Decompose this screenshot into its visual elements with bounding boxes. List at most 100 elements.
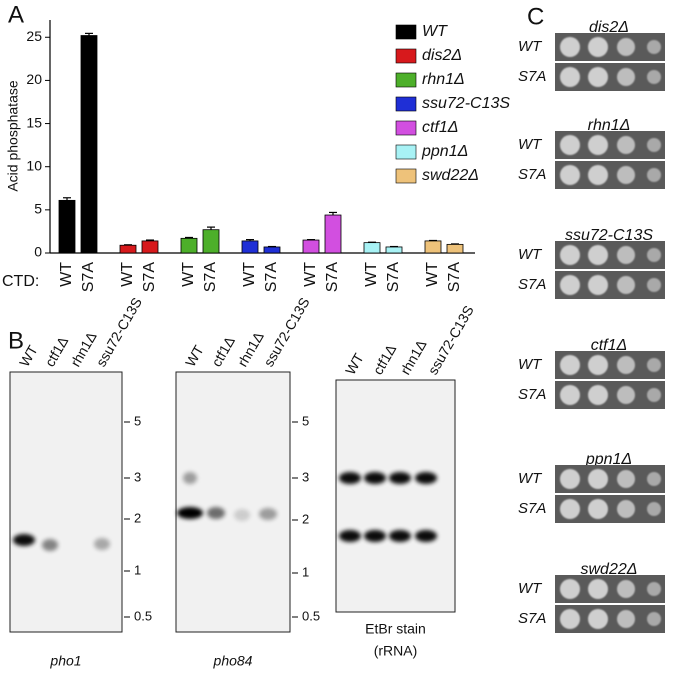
spot bbox=[647, 502, 661, 516]
marker-label: 3 bbox=[302, 469, 309, 484]
band bbox=[259, 508, 277, 520]
marker-label: 0.5 bbox=[134, 608, 152, 623]
y-tick-label: 20 bbox=[26, 71, 42, 87]
bar bbox=[80, 35, 98, 254]
spot bbox=[560, 165, 580, 185]
panel-label: C bbox=[527, 3, 544, 30]
blot bbox=[335, 379, 456, 613]
spot bbox=[647, 168, 661, 182]
row-label: WT bbox=[518, 356, 543, 373]
blot-caption: pho1 bbox=[49, 653, 81, 669]
band bbox=[183, 472, 197, 484]
bar bbox=[424, 240, 442, 254]
spot bbox=[560, 499, 580, 519]
y-tick-label: 15 bbox=[26, 114, 42, 130]
bar bbox=[202, 229, 220, 254]
bar bbox=[119, 244, 137, 254]
panel-label: B bbox=[8, 327, 24, 354]
row-label: WT bbox=[518, 136, 543, 153]
row-label: WT bbox=[518, 470, 543, 487]
x-tick-label: S7A bbox=[324, 262, 341, 293]
bar bbox=[180, 237, 198, 254]
spot bbox=[588, 37, 608, 57]
spot bbox=[617, 246, 635, 264]
x-axis-label: CTD: bbox=[2, 273, 39, 290]
marker-label: 1 bbox=[302, 564, 309, 579]
row-label: S7A bbox=[518, 276, 546, 293]
band bbox=[415, 472, 437, 484]
bar bbox=[363, 242, 381, 254]
spot bbox=[617, 500, 635, 518]
spot bbox=[588, 385, 608, 405]
spot bbox=[588, 355, 608, 375]
band bbox=[339, 472, 361, 484]
bar bbox=[241, 240, 259, 254]
x-tick-label: S7A bbox=[385, 262, 402, 293]
marker-label: 3 bbox=[134, 469, 141, 484]
spot bbox=[647, 138, 661, 152]
legend-label: ssu72-C13S bbox=[422, 95, 510, 112]
lane-label: ssu72-C13S bbox=[424, 303, 476, 378]
panel-label: A bbox=[8, 1, 24, 28]
marker-label: 2 bbox=[134, 510, 141, 525]
spot bbox=[560, 37, 580, 57]
spot bbox=[588, 579, 608, 599]
band bbox=[364, 530, 386, 542]
x-tick-label: S7A bbox=[202, 262, 219, 293]
legend-label: rhn1Δ bbox=[422, 71, 465, 88]
spot bbox=[617, 610, 635, 628]
band bbox=[339, 530, 361, 542]
x-tick-label: S7A bbox=[80, 262, 97, 293]
x-tick-label: WT bbox=[58, 262, 75, 287]
y-axis-label: Acid phosphatase bbox=[5, 80, 21, 192]
spot bbox=[588, 609, 608, 629]
y-tick-label: 25 bbox=[26, 28, 42, 44]
x-tick-label: WT bbox=[302, 262, 319, 287]
blot-caption: pho84 bbox=[213, 653, 253, 669]
legend-swatch bbox=[395, 72, 417, 88]
lane-label: WT bbox=[342, 350, 367, 377]
lane-label: ssu72-C13S bbox=[260, 295, 312, 370]
row-label: WT bbox=[518, 246, 543, 263]
marker-label: 1 bbox=[134, 562, 141, 577]
bar bbox=[302, 239, 320, 254]
x-tick-label: WT bbox=[119, 262, 136, 287]
bar bbox=[141, 240, 159, 254]
lane-label: rhn1Δ bbox=[397, 337, 430, 377]
row-label: S7A bbox=[518, 610, 546, 627]
legend-swatch bbox=[395, 144, 417, 160]
spot bbox=[560, 609, 580, 629]
legend-swatch bbox=[395, 168, 417, 184]
spot bbox=[617, 38, 635, 56]
spot bbox=[560, 469, 580, 489]
band bbox=[13, 534, 35, 546]
x-tick-label: WT bbox=[180, 262, 197, 287]
band bbox=[364, 472, 386, 484]
x-tick-label: WT bbox=[424, 262, 441, 287]
spot bbox=[617, 276, 635, 294]
y-tick-label: 5 bbox=[34, 201, 42, 217]
strain-name: ssu72-C13S bbox=[565, 227, 653, 244]
bar bbox=[446, 243, 464, 254]
band bbox=[42, 539, 58, 551]
spot bbox=[588, 275, 608, 295]
spot bbox=[560, 275, 580, 295]
blot-caption: (rRNA) bbox=[374, 643, 418, 659]
x-tick-label: S7A bbox=[263, 262, 280, 293]
row-label: S7A bbox=[518, 68, 546, 85]
strain-name: rhn1Δ bbox=[588, 117, 631, 134]
band bbox=[389, 472, 411, 484]
marker-label: 5 bbox=[302, 413, 309, 428]
spot bbox=[588, 245, 608, 265]
spot bbox=[617, 580, 635, 598]
blot bbox=[9, 371, 123, 633]
strain-name: swd22Δ bbox=[581, 561, 638, 578]
x-tick-label: S7A bbox=[446, 262, 463, 293]
lane-label: ctf1Δ bbox=[208, 334, 238, 370]
row-label: WT bbox=[518, 38, 543, 55]
x-tick-label: WT bbox=[363, 262, 380, 287]
marker-label: 2 bbox=[302, 511, 309, 526]
spot bbox=[647, 472, 661, 486]
band bbox=[207, 507, 225, 519]
